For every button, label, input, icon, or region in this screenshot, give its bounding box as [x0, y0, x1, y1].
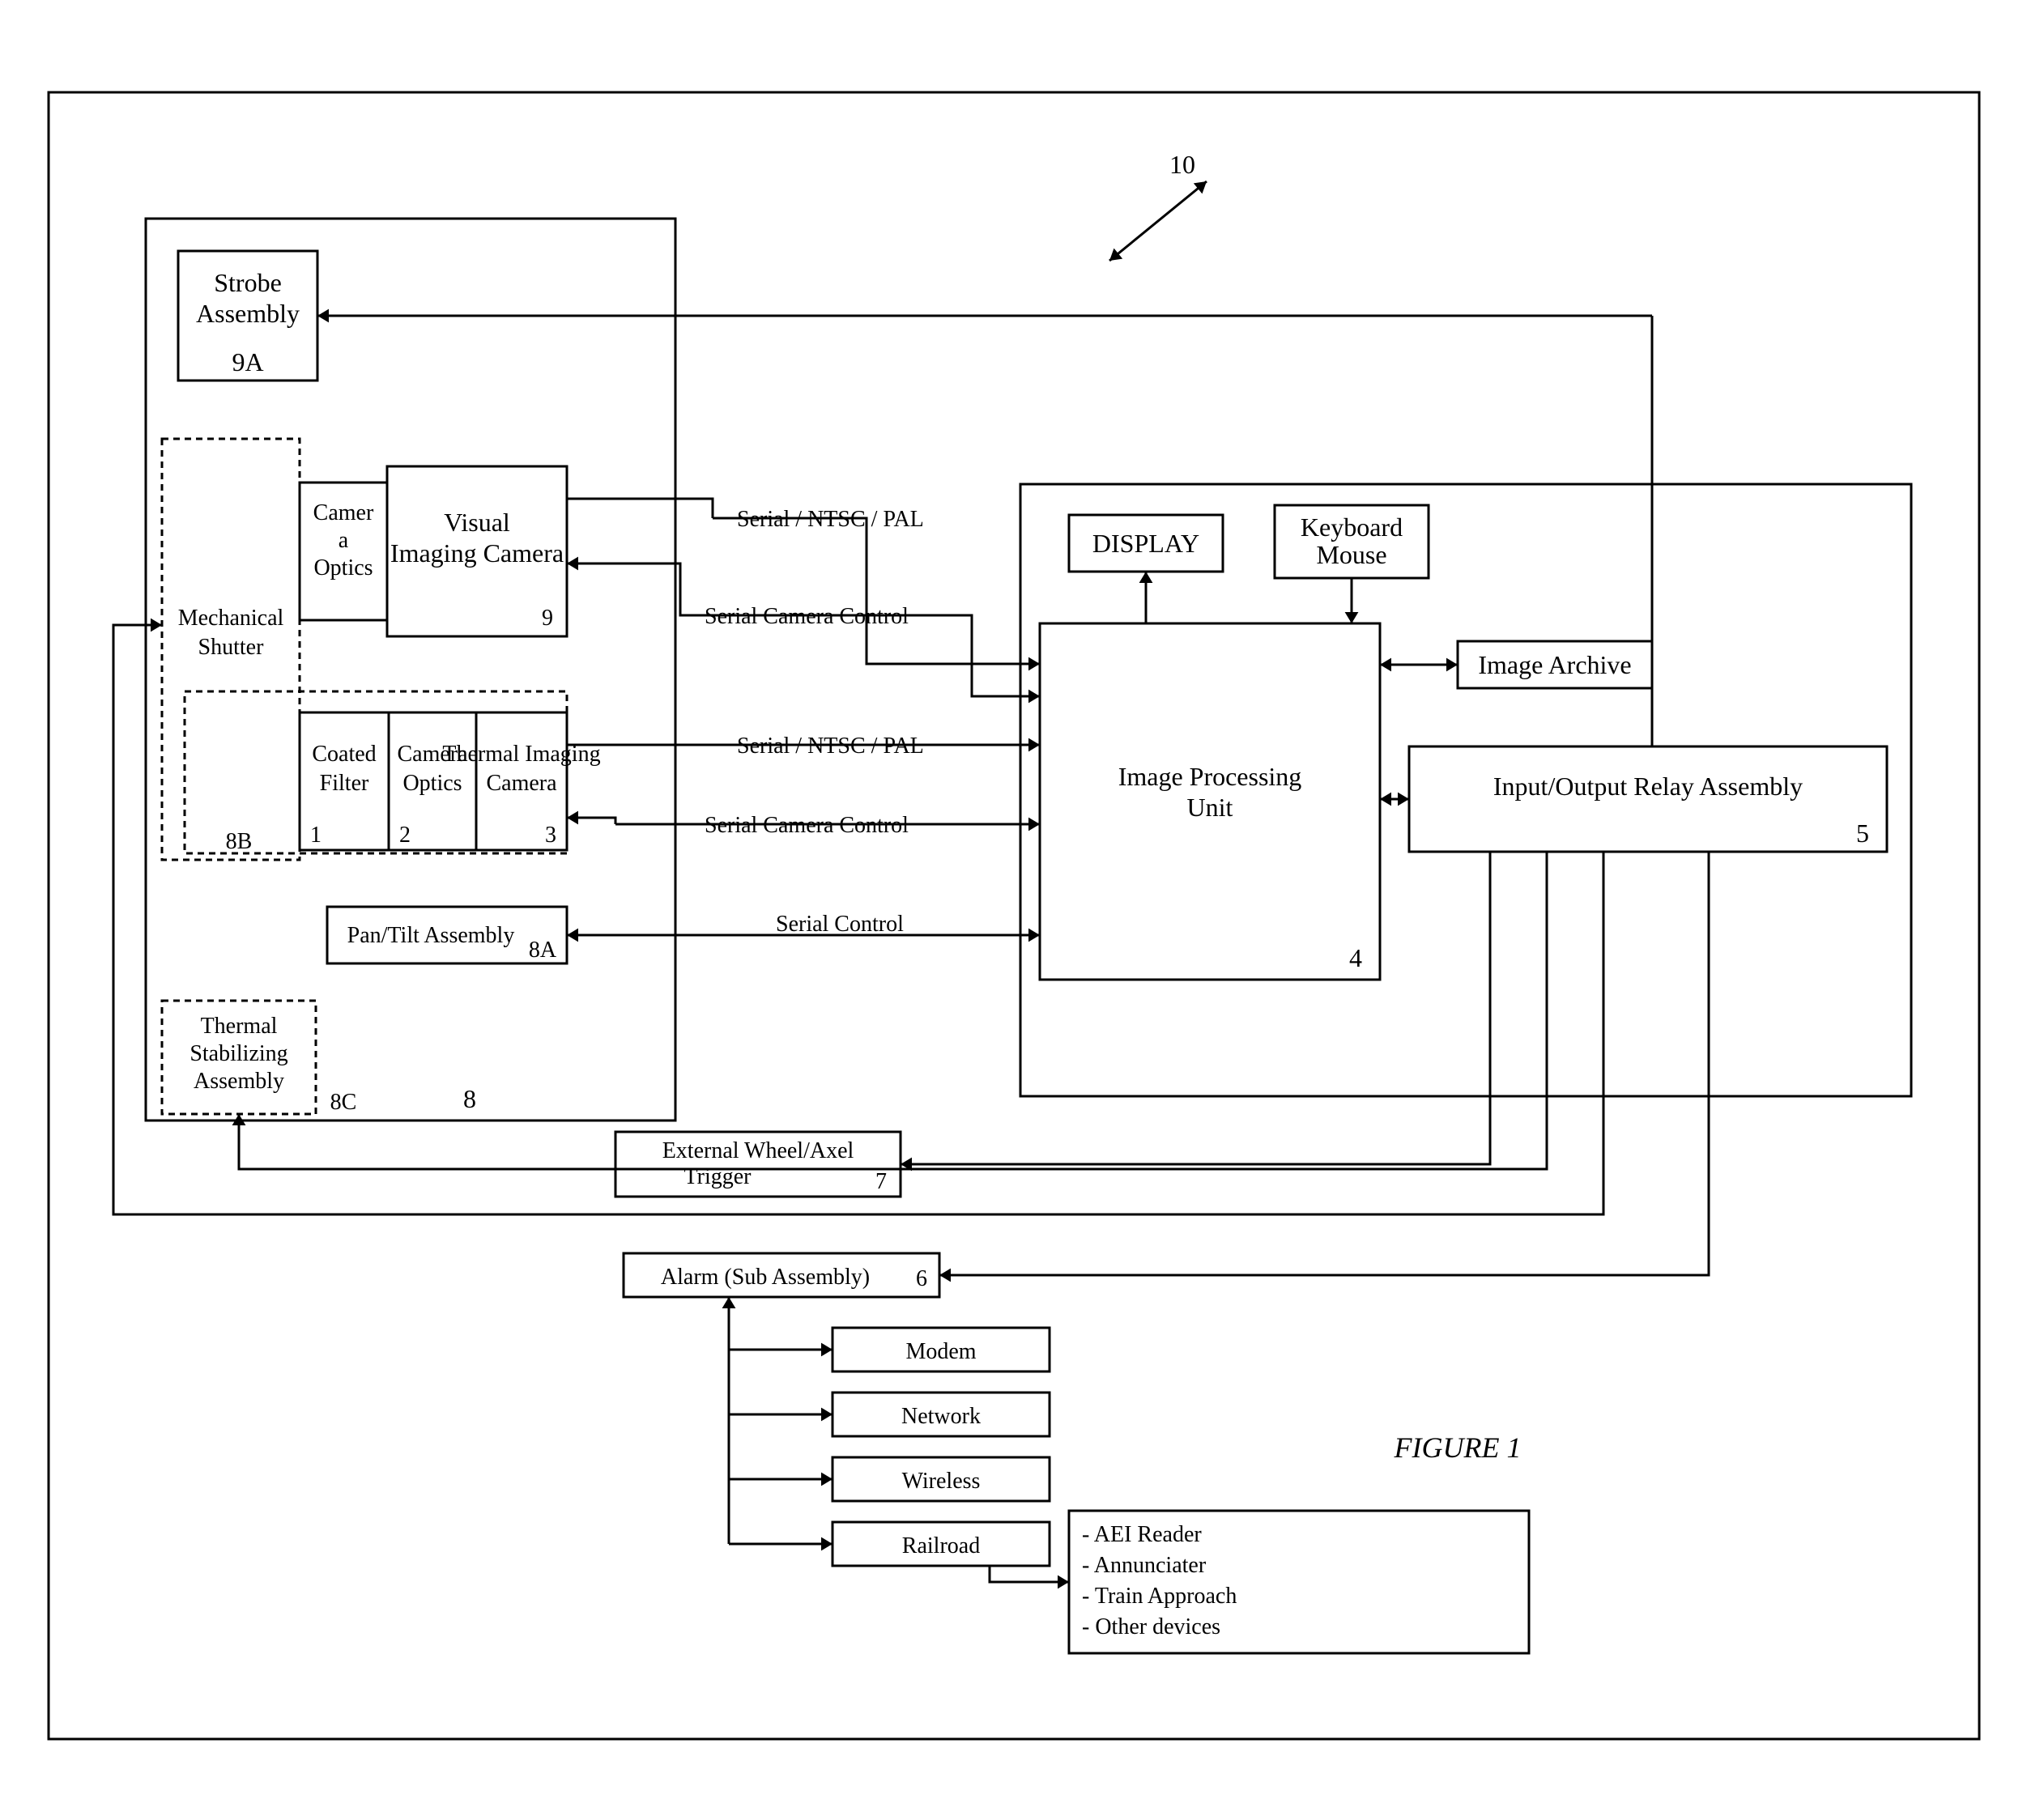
- : Camera: [486, 771, 557, 796]
- arrowhead: [722, 1297, 736, 1308]
- arrowhead: [1345, 612, 1359, 623]
- : Network: [901, 1404, 981, 1429]
- : Pan/Tilt Assembly: [347, 923, 515, 948]
- label-4: 4: [1349, 943, 1362, 972]
- figure-label: FIGURE 1: [1394, 1431, 1522, 1464]
- arrowhead: [1028, 738, 1040, 752]
- mech-shutter-l2: Shutter: [198, 635, 265, 660]
- arrowhead: [1028, 657, 1040, 671]
- : - Annunciater: [1082, 1553, 1207, 1578]
- label-1: 1: [310, 823, 322, 848]
- : [567, 499, 713, 518]
- label-6: 6: [916, 1266, 927, 1291]
- arrowhead: [1058, 1575, 1069, 1589]
- mech-shutter-l1: Mechanical: [178, 606, 284, 631]
- : Assembly: [194, 1069, 284, 1094]
- : a: [339, 528, 349, 553]
- label-8C: 8C: [330, 1090, 357, 1115]
- : Optics: [402, 771, 462, 796]
- arrowhead: [821, 1473, 833, 1486]
- arrowhead: [939, 1269, 951, 1282]
- : Keyboard: [1301, 512, 1403, 542]
- : Filter: [320, 771, 369, 796]
- : [939, 852, 1709, 1275]
- : Stabilizing: [189, 1041, 287, 1066]
- arrowhead: [1446, 658, 1458, 672]
- label-8A: 8A: [529, 938, 557, 963]
- : Alarm (Sub Assembly): [661, 1265, 870, 1290]
- : Visual: [444, 508, 510, 537]
- : Image Archive: [1478, 650, 1631, 679]
- : Mouse: [1316, 540, 1386, 569]
- callout-10-arrow: [1109, 181, 1207, 261]
- outer-frame: [49, 92, 1979, 1739]
- : Optics: [313, 555, 373, 580]
- arrowhead: [567, 557, 578, 571]
- label-5: 5: [1856, 819, 1869, 848]
- : Image Processing: [1118, 762, 1302, 791]
- arrowhead: [1028, 818, 1040, 831]
- callout-10: 10: [1169, 150, 1195, 179]
- : [567, 563, 1040, 696]
- arrowhead: [1380, 658, 1391, 672]
- strobe-line1: Strobe: [214, 268, 282, 297]
- arrowhead: [821, 1408, 833, 1422]
- : Railroad: [902, 1533, 980, 1558]
- label-9: 9: [542, 606, 553, 631]
- label-7: 7: [875, 1169, 887, 1194]
- arrowhead: [1380, 793, 1391, 806]
- : - Train Approach: [1082, 1584, 1237, 1609]
- : - AEI Reader: [1082, 1522, 1202, 1547]
- arrowhead: [567, 929, 578, 942]
- : - Other devices: [1082, 1614, 1220, 1639]
- strobe-num: 9A: [232, 347, 263, 376]
- arrowhead: [567, 811, 578, 825]
- : Wireless: [902, 1469, 981, 1494]
- arrowhead: [151, 619, 162, 632]
- arrowhead: [317, 309, 329, 323]
- : Serial Control: [776, 912, 904, 937]
- label-2: 2: [399, 823, 411, 848]
- : Imaging Camera: [390, 538, 564, 568]
- : Input/Output Relay Assembly: [1493, 772, 1803, 801]
- : DISPLAY: [1092, 529, 1199, 558]
- : External Wheel/Axel: [662, 1138, 854, 1163]
- : Modem: [905, 1339, 976, 1364]
- : Unit: [1187, 793, 1233, 822]
- strobe-line2: Assembly: [196, 299, 300, 328]
- label-3: 3: [545, 823, 556, 848]
- label-8: 8: [463, 1084, 476, 1113]
- : Coated: [312, 742, 376, 767]
- : [990, 1566, 1069, 1582]
- arrowhead: [1028, 929, 1040, 942]
- arrowhead: [1398, 793, 1409, 806]
- arrowhead: [821, 1343, 833, 1357]
- : [713, 518, 1040, 664]
- arrowhead: [1139, 572, 1153, 583]
- mech-shutter-num: 8B: [226, 829, 253, 854]
- arrowhead: [1028, 690, 1040, 704]
- : Camer: [313, 500, 374, 525]
- : [901, 852, 1490, 1164]
- : Thermal: [201, 1014, 278, 1039]
- assembly-8-frame: [146, 219, 675, 1120]
- arrowhead: [821, 1537, 833, 1551]
